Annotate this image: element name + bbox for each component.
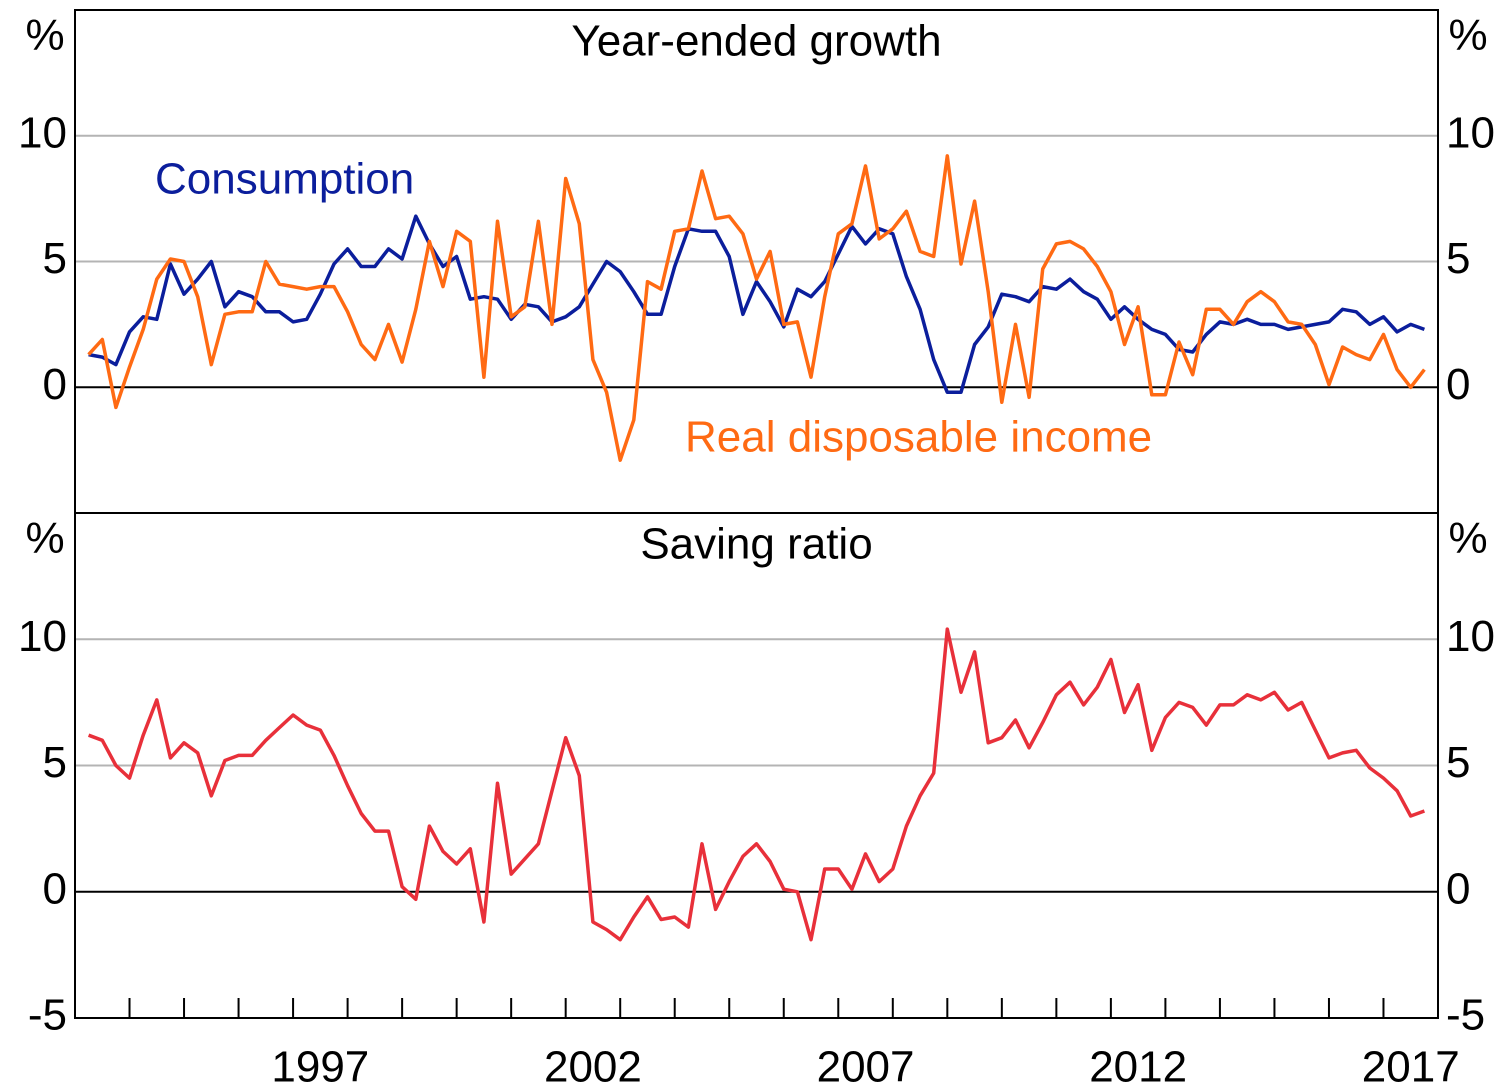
x-tick-label: 2002 [544, 1043, 642, 1092]
series-label: Real disposable income [685, 413, 1152, 462]
y-tick-label: -5 [28, 991, 67, 1040]
x-tick-label: 2017 [1362, 1043, 1460, 1092]
y-tick-label: 0 [43, 360, 67, 409]
panel-title: Saving ratio [640, 520, 872, 569]
series-label: Consumption [155, 155, 414, 204]
y-tick-label: 10 [18, 108, 67, 157]
x-tick-label: 1997 [271, 1043, 369, 1092]
series-line [87, 154, 1426, 462]
y-tick-label-right: 5 [1446, 234, 1470, 283]
y-tick-label-right: 10 [1446, 108, 1495, 157]
unit-label: % [25, 514, 64, 563]
panel-frame [74, 512, 1439, 1019]
y-tick-label-right: 5 [1446, 738, 1470, 787]
panel-title: Year-ended growth [571, 17, 941, 66]
y-tick-label: 0 [43, 864, 67, 913]
unit-label-right: % [1448, 514, 1487, 563]
unit-label: % [25, 11, 64, 60]
unit-label-right: % [1448, 11, 1487, 60]
y-tick-label: 5 [43, 234, 67, 283]
y-tick-label: 10 [18, 612, 67, 661]
y-tick-label-right: 0 [1446, 360, 1470, 409]
y-tick-label-right: 0 [1446, 864, 1470, 913]
series-line [87, 627, 1425, 942]
y-tick-label: 5 [43, 738, 67, 787]
y-tick-label-right: -5 [1446, 991, 1485, 1040]
y-tick-label-right: 10 [1446, 612, 1495, 661]
x-tick-label: 2007 [817, 1043, 915, 1092]
x-tick-label: 2012 [1089, 1043, 1187, 1092]
series-line [88, 214, 1425, 395]
